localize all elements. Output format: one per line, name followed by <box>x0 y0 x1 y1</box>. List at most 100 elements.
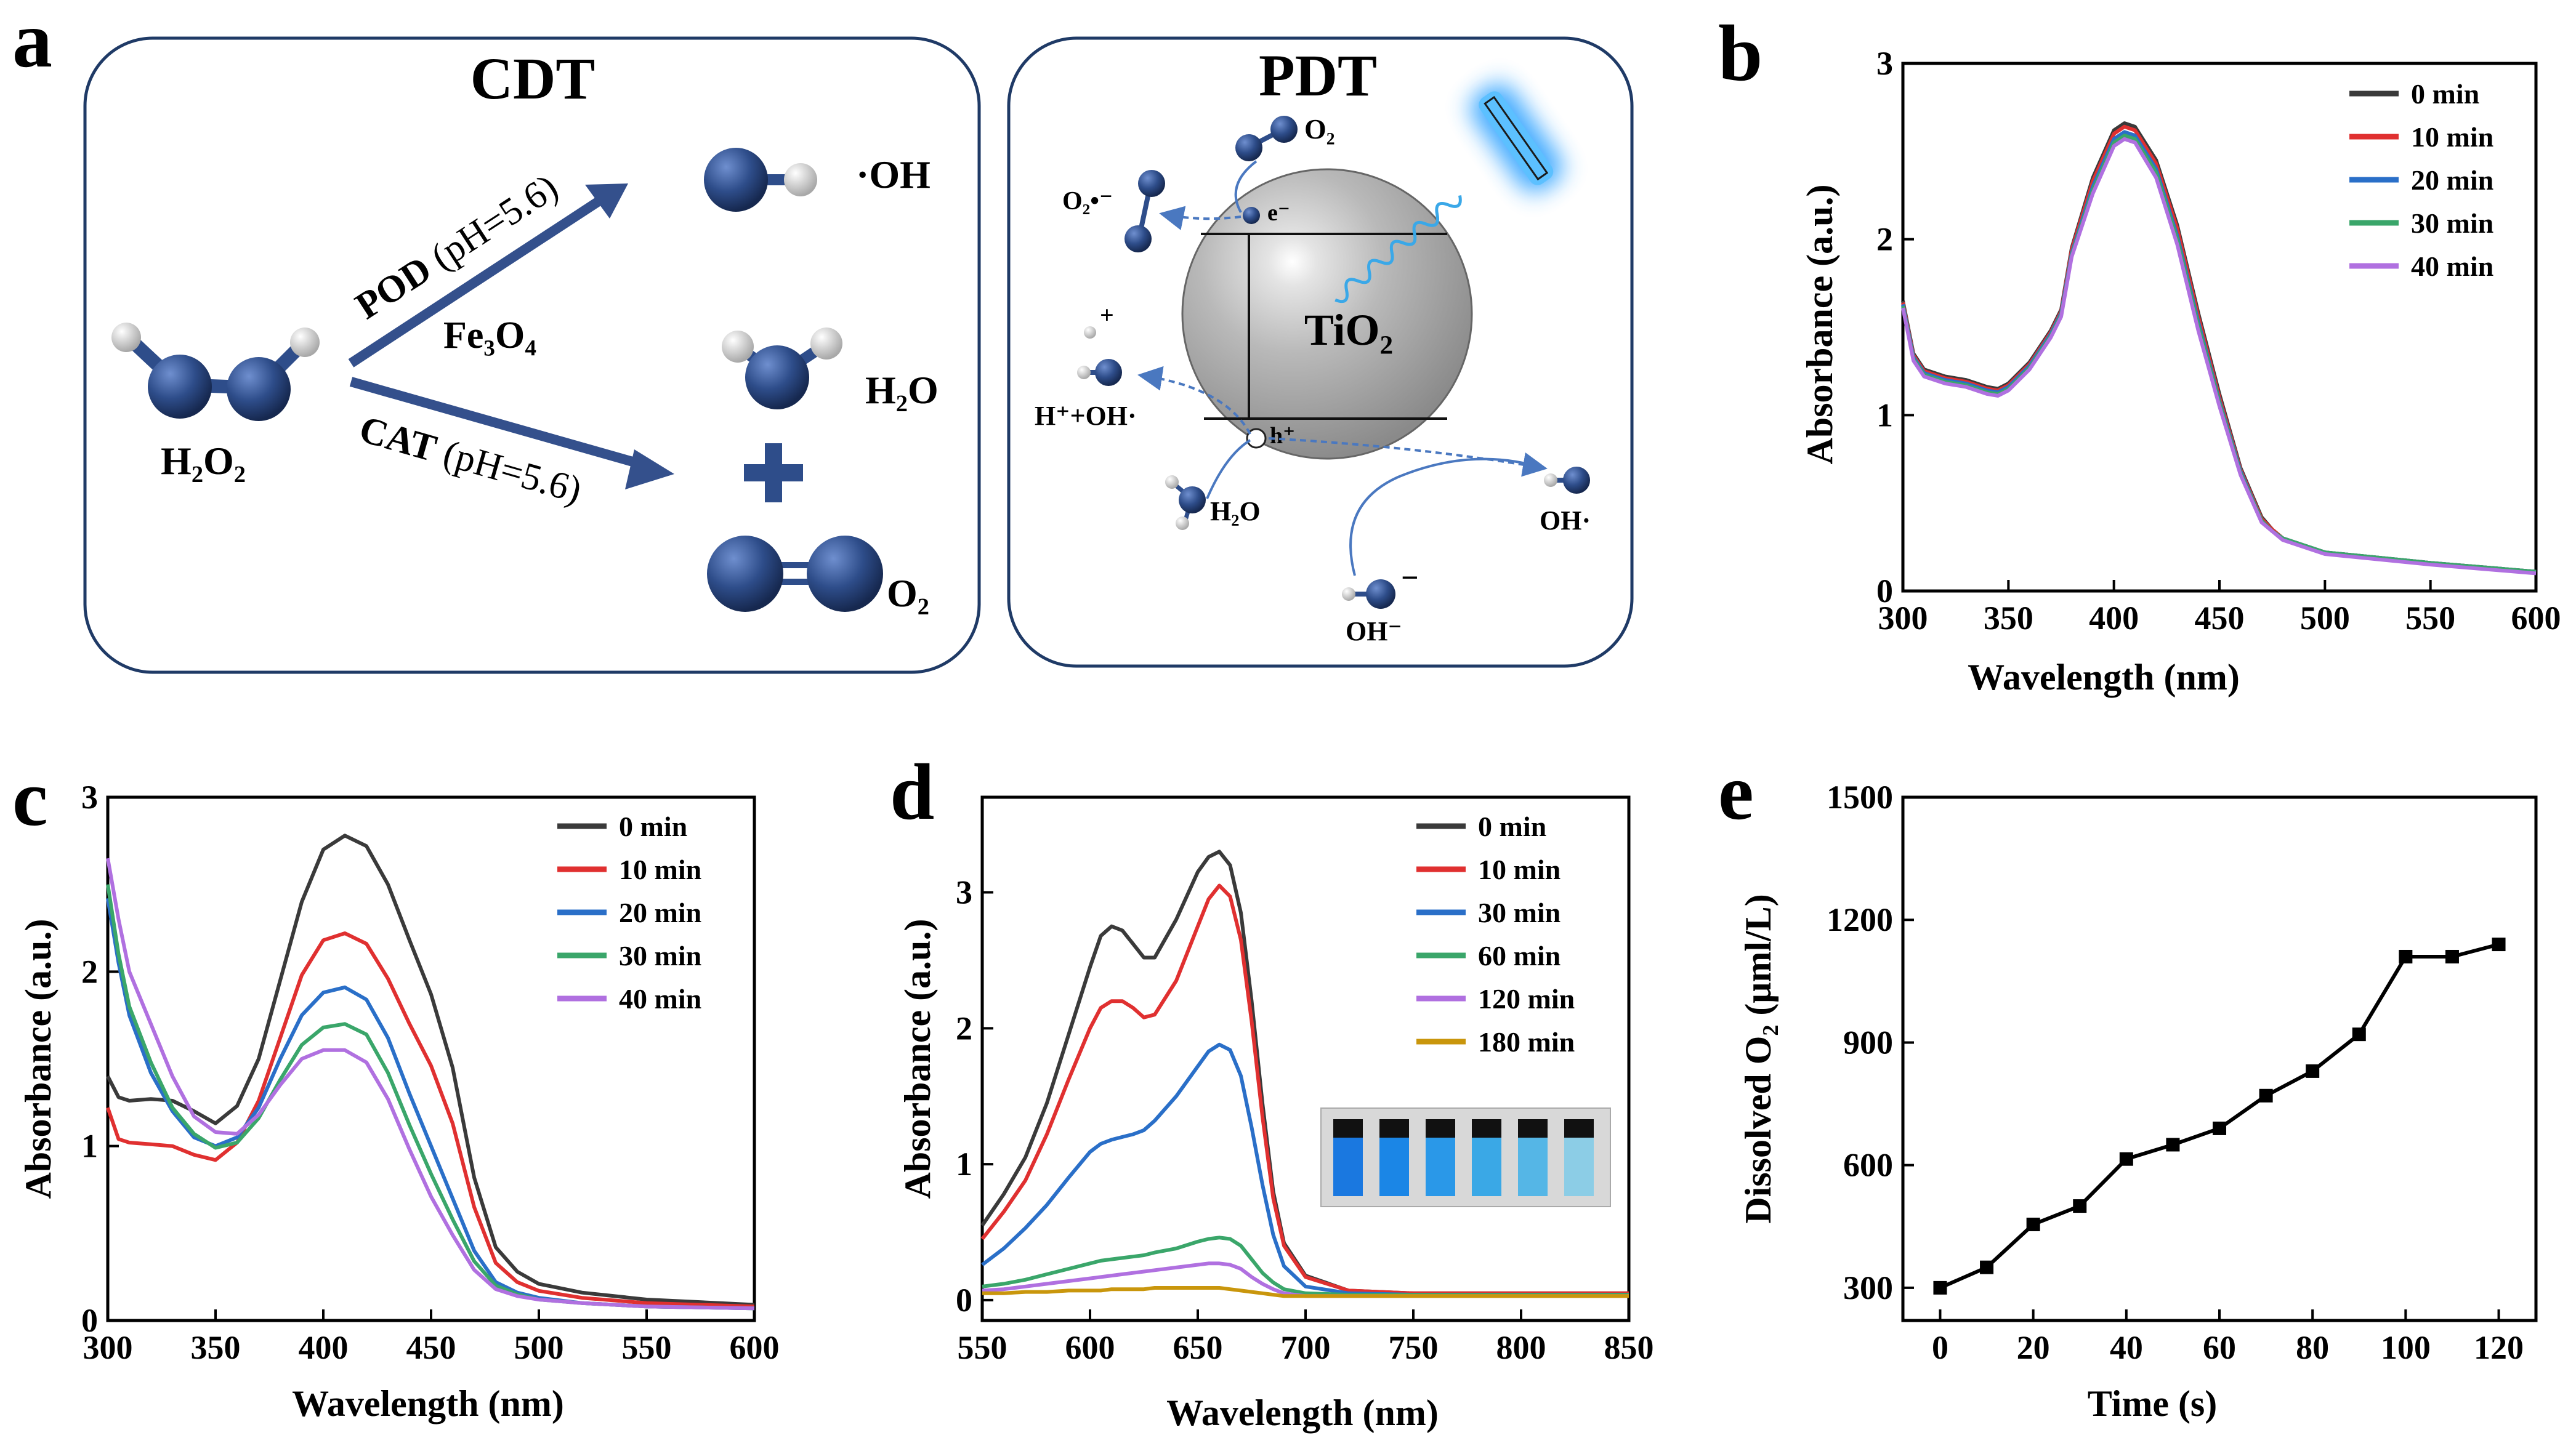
tio2-label: TiO₂ <box>1304 305 1393 355</box>
chart-d-legend-label: 0 min <box>1478 811 1546 842</box>
chart-e-data-point <box>1980 1260 1994 1274</box>
chart-e-data-point <box>2026 1217 2040 1231</box>
chart-b-xtick-label: 300 <box>1878 600 1928 637</box>
oxygen-label: O₂ <box>887 571 929 615</box>
chart-c-xtick-label: 550 <box>622 1329 672 1366</box>
vial-body <box>1564 1138 1594 1196</box>
chart-b-series-line <box>1901 134 2537 574</box>
chart-e-xtick-label: 20 <box>2017 1329 2050 1366</box>
plus-sign <box>744 443 803 502</box>
chart-b-xlabel: Wavelength (nm) <box>1968 657 2240 697</box>
chart-d-ylabel: Absorbance (a.u.) <box>897 918 938 1199</box>
h2o2-molecule <box>111 323 320 421</box>
proton-dot <box>1084 326 1096 339</box>
chart-d-legend-label: 60 min <box>1478 940 1561 971</box>
chart-d-xtick-label: 650 <box>1173 1329 1223 1366</box>
chart-e-ytick-label: 900 <box>1843 1024 1893 1061</box>
water-molecule <box>722 328 842 409</box>
chart-e-series-line <box>1939 943 2500 1290</box>
chart-e: 0 20 40 60 80 100 120 300 600 900 1200 1500 <box>1827 779 2538 1366</box>
chart-b-legend-label: 0 min <box>2411 78 2479 110</box>
chart-c-legend-label: 40 min <box>619 983 701 1015</box>
chart-b-legend-label: 30 min <box>2411 207 2493 239</box>
vial-body <box>1518 1138 1548 1196</box>
vial-body <box>1333 1138 1363 1196</box>
chart-c-legend-label: 20 min <box>619 897 701 928</box>
hole-dot <box>1246 428 1267 449</box>
panel-label-b: b <box>1718 9 1762 98</box>
cat-arrow <box>349 377 645 470</box>
hydroxyl-radical-small <box>1077 359 1122 386</box>
vial-cap <box>1379 1119 1409 1138</box>
chart-e-xtick-label: 0 <box>1932 1329 1948 1366</box>
oh-radical-right <box>1544 467 1590 494</box>
pdt-panel: PDT TiO₂ e⁻ h⁺ O₂ <box>1007 36 1634 668</box>
pod-arrowhead <box>585 183 628 219</box>
chart-b-xtick-label: 450 <box>2195 600 2245 637</box>
chart-d-xtick-label: 550 <box>958 1329 1007 1366</box>
chart-d-legend-label: 120 min <box>1478 983 1575 1015</box>
chart-e-ytick-label: 600 <box>1843 1147 1893 1184</box>
chart-c-ylabel: Absorbance (a.u.) <box>18 918 59 1199</box>
chart-b-series-line <box>1901 137 2537 576</box>
pod-arrow <box>348 196 604 368</box>
vial-body <box>1472 1138 1501 1196</box>
water-to-hole-arrow <box>1206 439 1251 499</box>
chart-e-data-point <box>2445 949 2459 963</box>
chart-e-ytick-label: 1500 <box>1827 779 1893 816</box>
chart-d-xtick-label: 600 <box>1065 1329 1115 1366</box>
cat-arrowhead <box>625 449 674 489</box>
oh-anion-to-hole-arrow <box>1349 457 1543 576</box>
chart-b-xtick-label: 550 <box>2405 600 2455 637</box>
hydroxyl-radical-label: ·OH <box>856 153 931 196</box>
chart-c-xtick-label: 500 <box>514 1329 564 1366</box>
chart-e-xtick-label: 80 <box>2296 1329 2329 1366</box>
chart-e-data-point <box>2073 1199 2087 1213</box>
chart-d-legend-label: 10 min <box>1478 854 1561 885</box>
pdt-water-molecule <box>1165 475 1206 530</box>
vial-cap <box>1518 1119 1548 1138</box>
chart-b-ylabel: Absorbance (a.u.) <box>1799 184 1840 464</box>
chart-e-data-point <box>2492 938 2506 952</box>
chart-e-data-point <box>2399 949 2413 963</box>
fe3o4-label: Fe₃O₄ <box>443 315 536 356</box>
hole-to-proton-arrow <box>1137 366 1251 435</box>
chart-e-xtick-label: 120 <box>2474 1329 2524 1366</box>
chart-b-ytick-label: 1 <box>1876 396 1893 433</box>
chart-c-xtick-label: 350 <box>191 1329 241 1366</box>
chart-d-xtick-label: 700 <box>1281 1329 1331 1366</box>
chart-b-xtick-label: 500 <box>2300 600 2350 637</box>
chart-c-ytick-label: 0 <box>81 1302 98 1339</box>
h2o2-label: H₂O₂ <box>161 439 246 483</box>
chart-e-xtick-label: 100 <box>2381 1329 2431 1366</box>
chart-d-legend-label: 30 min <box>1478 897 1561 928</box>
chart-d-xlabel: Wavelength (nm) <box>1166 1393 1439 1433</box>
chart-b-legend-label: 40 min <box>2411 251 2493 282</box>
chart-c-ytick-label: 1 <box>81 1128 98 1165</box>
chart-b-series-line <box>1901 130 2537 574</box>
chart-e-xtick-label: 60 <box>2203 1329 2236 1366</box>
chart-b-ytick-label: 3 <box>1876 45 1893 82</box>
chart-d-ytick-label: 0 <box>956 1282 972 1319</box>
cdt-panel: CDT H₂O₂ POD (pH=5.6) Fe₃O₄ CAT (pH=5.6)… <box>83 36 981 674</box>
chart-b-xtick-label: 350 <box>1984 600 2033 637</box>
chart-b-legend-label: 20 min <box>2411 164 2493 196</box>
chart-b-xtick-label: 600 <box>2511 600 2561 637</box>
chart-b-legend-label: 10 min <box>2411 121 2493 153</box>
oxygen-molecule <box>707 536 883 612</box>
vial-cap <box>1472 1119 1501 1138</box>
pdt-water-label: H₂O <box>1210 496 1261 526</box>
chart-c-ytick-label: 2 <box>81 953 98 990</box>
pdt-title: PDT <box>1259 42 1377 108</box>
chart-d-ytick-label: 2 <box>956 1010 972 1047</box>
chart-d-series-line <box>980 883 1629 1295</box>
chart-e-ytick-label: 1200 <box>1827 901 1893 938</box>
chart-d-legend-label: 180 min <box>1478 1026 1575 1058</box>
chart-c-xtick-label: 450 <box>406 1329 456 1366</box>
chart-b-ytick-label: 0 <box>1876 573 1893 609</box>
chart-e-data-point <box>1933 1280 1947 1295</box>
vial-body <box>1426 1138 1455 1196</box>
vial-body <box>1379 1138 1409 1196</box>
